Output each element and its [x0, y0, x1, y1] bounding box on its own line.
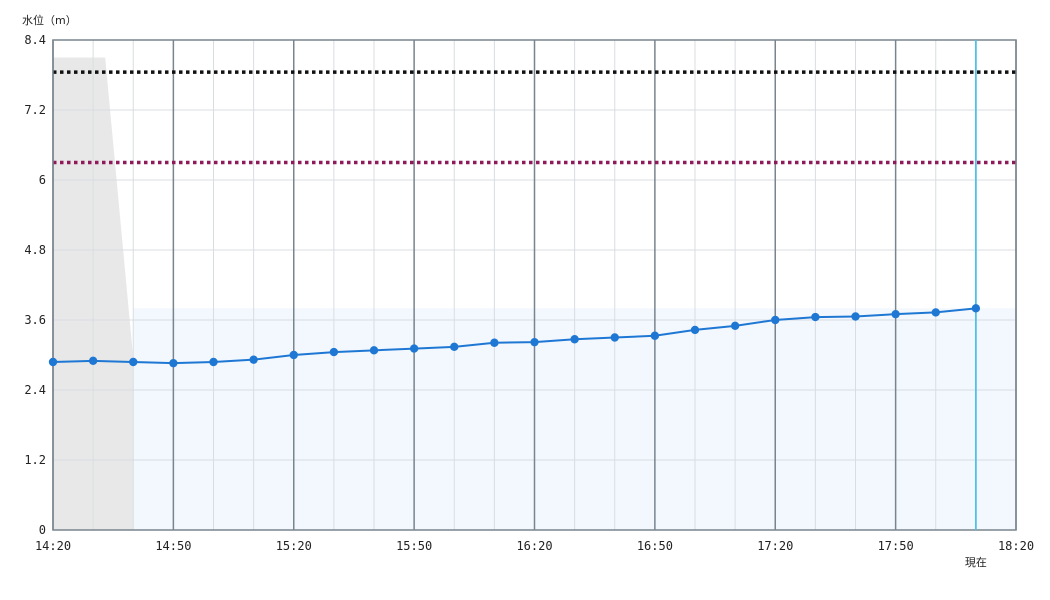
data-point [289, 350, 298, 360]
data-point [249, 355, 258, 364]
data-point [690, 325, 700, 335]
x-tick-label: 14:20 [35, 539, 71, 553]
data-point [650, 331, 660, 340]
data-point [771, 315, 780, 325]
x-tick-label: 16:20 [516, 539, 552, 553]
x-tick-label: 17:20 [757, 539, 793, 553]
data-point [971, 304, 981, 313]
y-tick-label: 4.8 [24, 243, 46, 257]
y-axis-title: 水位（m） [22, 13, 77, 27]
y-tick-label: 1.2 [24, 453, 46, 467]
series-line [52, 307, 976, 365]
data-point [209, 357, 218, 367]
x-tick-label: 16:50 [637, 539, 673, 553]
data-point [891, 309, 900, 319]
y-tick-label: 8.4 [24, 33, 46, 47]
y-tick-label: 2.4 [24, 383, 46, 397]
x-tick-label: 14:50 [155, 539, 191, 553]
y-tick-label: 3.6 [24, 313, 46, 327]
y-tick-label: 6 [39, 173, 46, 187]
data-point [369, 346, 379, 355]
data-point [409, 344, 419, 353]
data-point [88, 356, 98, 366]
x-tick-label: 18:20 [998, 539, 1034, 553]
plot-frame [52, 39, 1017, 531]
data-point [570, 335, 579, 344]
y-tick-label: 0 [39, 523, 46, 537]
data-point [490, 338, 499, 347]
x-tick-label: 17:50 [878, 539, 914, 553]
data-point [530, 337, 539, 347]
data-point [169, 358, 178, 368]
current-time-label: 現在 [965, 556, 987, 569]
data-point [329, 347, 339, 357]
data-point [610, 333, 619, 342]
data-point [811, 312, 820, 322]
data-point [730, 321, 740, 331]
gray-shaded-area [53, 57, 150, 530]
data-point [931, 308, 940, 317]
x-tick-label: 15:20 [276, 539, 312, 553]
y-tick-label: 7.2 [24, 103, 46, 117]
data-point [48, 357, 58, 367]
x-tick-label: 15:50 [396, 539, 432, 553]
data-point [450, 342, 459, 352]
data-point [129, 357, 138, 367]
data-point [851, 312, 860, 321]
